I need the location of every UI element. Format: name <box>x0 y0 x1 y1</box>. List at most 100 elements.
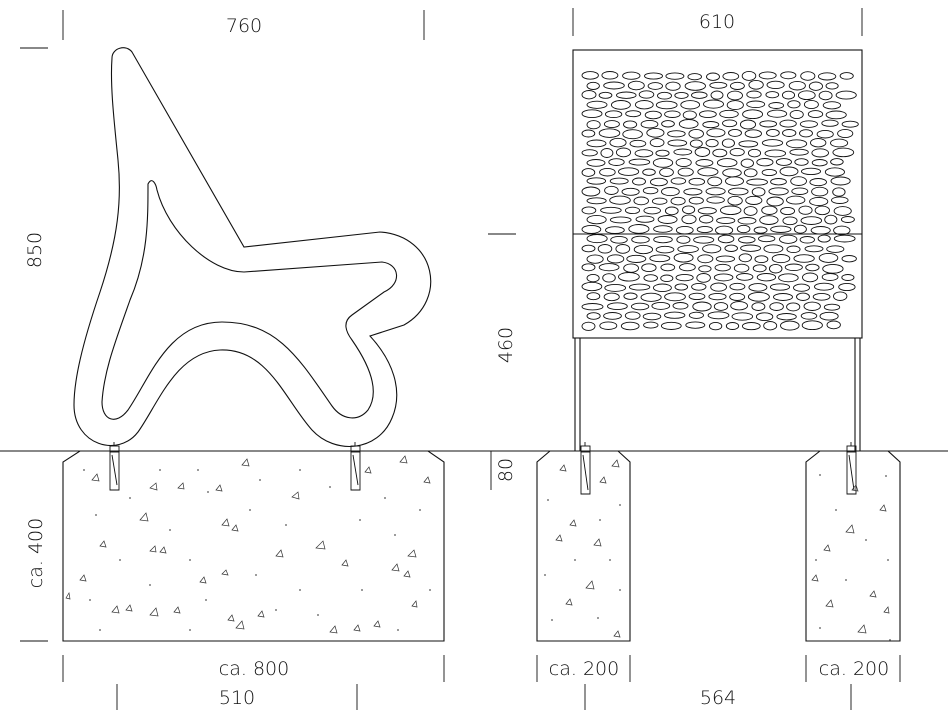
perforation-hole <box>788 80 806 91</box>
perforation-hole <box>798 205 813 215</box>
perforation-hole <box>620 321 640 331</box>
perforation-hole <box>586 214 607 225</box>
perforation-hole <box>703 99 724 109</box>
dim-pier-right-width: ca. 200 <box>819 658 889 680</box>
perforation-hole <box>634 149 654 158</box>
perforation-hole <box>647 82 663 90</box>
perforation-hole <box>696 273 711 283</box>
perforation-hole <box>702 244 722 254</box>
perforation-hole <box>586 312 601 320</box>
dim-pier-left-width: ca. 200 <box>549 658 619 680</box>
perforation-hole <box>811 148 829 158</box>
perforation-hole <box>741 322 761 331</box>
perforation-hole <box>691 91 708 99</box>
perforation-hole <box>744 129 762 138</box>
perforation-hole <box>841 255 857 263</box>
perforation-hole <box>769 283 791 291</box>
perforation-hole <box>685 321 706 329</box>
perforation-hole <box>810 138 827 148</box>
perforation-hole <box>714 263 731 272</box>
perforation-hole <box>800 312 818 320</box>
perforation-hole <box>586 292 601 301</box>
perforation-hole <box>673 252 694 263</box>
perforation-hole <box>634 100 654 110</box>
perforation-hole <box>708 321 723 331</box>
perforation-hole <box>729 147 745 157</box>
perforation-hole <box>688 177 706 186</box>
front-view <box>536 49 901 642</box>
perforation-hole <box>707 311 730 320</box>
perforation-hole <box>746 178 768 186</box>
perforation-hole <box>684 81 706 91</box>
perforation-hole <box>706 72 720 81</box>
perforation-hole <box>695 159 714 167</box>
perforation-hole <box>740 244 762 252</box>
perforation-hole <box>615 147 632 158</box>
perforation-hole <box>781 90 796 100</box>
perforation-hole <box>586 177 607 185</box>
perforation-hole <box>601 71 619 80</box>
perforation-hole <box>733 263 750 273</box>
perforation-hole <box>607 302 628 311</box>
perforation-hole <box>682 110 697 120</box>
perforation-hole <box>599 321 618 330</box>
perforation-hole <box>586 100 608 109</box>
perforation-hole <box>628 283 651 291</box>
perforation-hole <box>727 90 743 101</box>
perforation-hole <box>624 206 641 215</box>
perforation-hole <box>715 225 734 235</box>
perforation-hole <box>635 215 655 223</box>
perforation-hole <box>755 312 774 322</box>
perforation-hole <box>799 236 815 244</box>
perforation-hole <box>832 147 855 158</box>
perforation-hole <box>609 216 632 224</box>
perforation-hole <box>661 120 675 128</box>
perforation-hole <box>770 225 792 233</box>
perforation-hole <box>653 225 673 233</box>
dim-gap-height: 80 <box>495 458 517 482</box>
perforation-hole <box>638 90 655 99</box>
perforation-hole <box>799 120 818 128</box>
perforation-hole <box>586 273 600 283</box>
perforation-hole <box>747 148 762 158</box>
perforation-hole <box>713 302 729 311</box>
perforation-hole <box>677 245 699 254</box>
perforation-hole <box>609 177 629 185</box>
perforation-hole <box>818 90 833 101</box>
perforation-hole <box>623 263 639 273</box>
perforation-hole <box>598 263 620 272</box>
perforation-hole <box>771 254 791 264</box>
perforation-hole <box>761 168 777 177</box>
perforation-hole <box>817 72 837 81</box>
perforation-hole <box>730 301 748 311</box>
perforation-hole <box>745 195 763 205</box>
perforation-hole <box>642 186 659 195</box>
perforation-hole <box>618 167 640 176</box>
perforation-hole <box>624 311 641 320</box>
perforation-hole <box>814 282 835 291</box>
perforation-hole <box>643 206 661 215</box>
perforation-hole <box>748 283 768 292</box>
perforation-hole <box>800 216 823 225</box>
perforation-hole <box>805 263 820 272</box>
perforation-hole <box>830 176 851 186</box>
perforation-hole <box>586 234 608 244</box>
dim-anchor-spacing: 510 <box>219 687 255 709</box>
perforation-hole <box>763 321 778 331</box>
perforation-hole <box>600 148 614 158</box>
perforation-hole <box>775 158 792 166</box>
perforation-hole <box>812 292 831 301</box>
perforation-hole <box>660 263 676 272</box>
perforation-hole <box>640 292 662 302</box>
front-legs <box>574 338 861 451</box>
perforation-hole <box>628 224 650 234</box>
perforation-hole <box>758 235 776 243</box>
perforation-hole <box>615 244 631 254</box>
perforation-hole <box>837 128 854 139</box>
perforation-hole <box>674 283 689 291</box>
perforation-hole <box>724 244 738 252</box>
perforation-hole <box>841 120 859 128</box>
perforation-hole <box>739 119 757 130</box>
perforation-hole <box>660 321 682 330</box>
perforation-hole <box>731 312 754 321</box>
